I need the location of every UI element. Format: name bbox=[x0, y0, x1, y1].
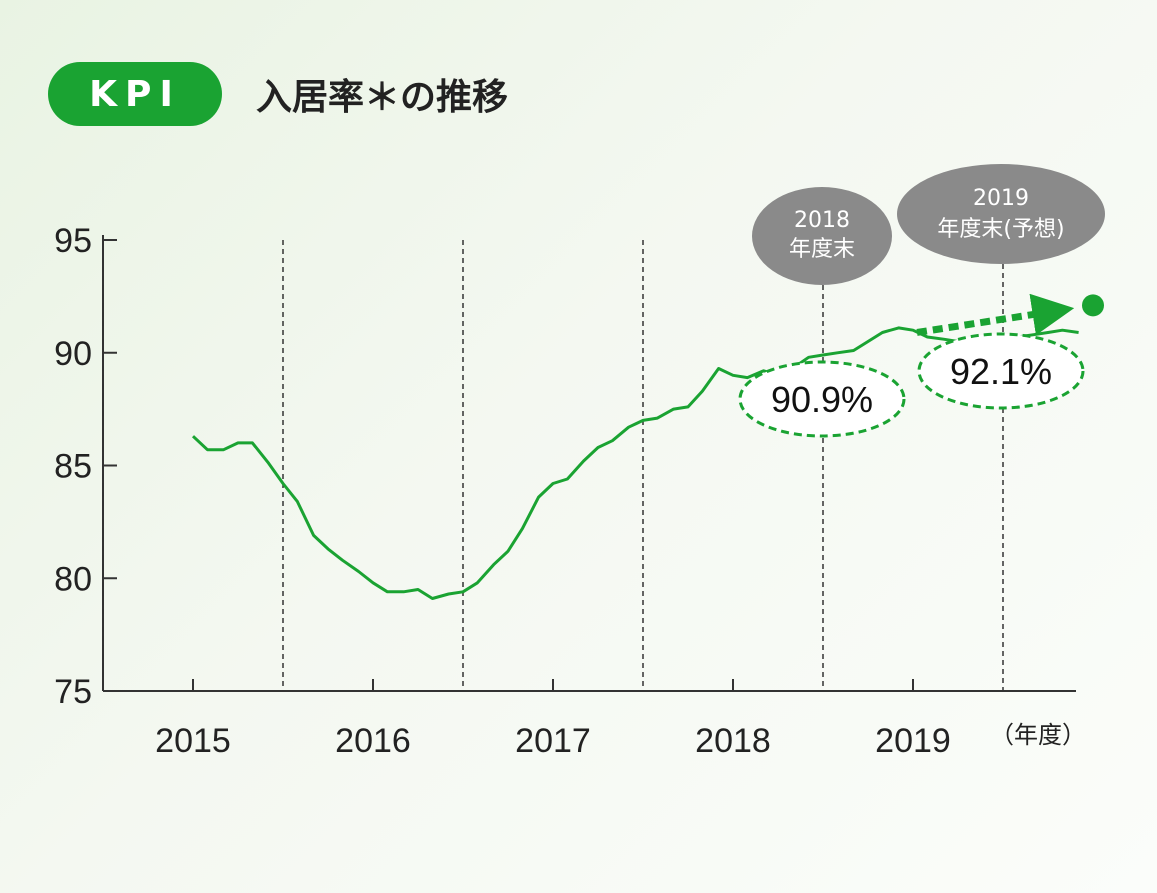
callout-2018-label: 年度末 bbox=[789, 237, 855, 262]
forecast-arrow bbox=[916, 293, 1075, 336]
y-tick-label: 75 bbox=[54, 673, 92, 711]
callout-2019: 2019 年度末(予想) bbox=[897, 164, 1105, 264]
value-label-2018: 90.9% bbox=[771, 379, 873, 420]
value-label-2019: 92.1% bbox=[950, 351, 1052, 392]
forecast-point bbox=[1082, 294, 1104, 317]
value-bubble-2019: 92.1% bbox=[917, 332, 1085, 410]
x-tick-label: 2015 bbox=[155, 722, 231, 760]
callout-2018: 2018 年度末 bbox=[752, 187, 892, 285]
x-tick-label: 2017 bbox=[515, 722, 591, 760]
x-tick-label: 2019 bbox=[875, 722, 951, 760]
occupancy-rate-line bbox=[191, 326, 1079, 600]
callout-2018-year: 2018 bbox=[794, 208, 850, 233]
kpi-badge: KPI bbox=[48, 62, 222, 126]
x-tick-label: 2016 bbox=[335, 722, 411, 760]
value-bubble-2018: 90.9% bbox=[738, 360, 906, 438]
callout-2019-year: 2019 bbox=[973, 186, 1029, 211]
callout-2019-label: 年度末(予想) bbox=[937, 217, 1064, 242]
y-tick-label: 80 bbox=[54, 560, 92, 598]
y-tick-label: 95 bbox=[54, 222, 92, 260]
x-tick-label: 2018 bbox=[695, 722, 771, 760]
x-unit-label: （年度） bbox=[990, 721, 1086, 749]
y-tick-label: 90 bbox=[54, 335, 92, 373]
y-tick-label: 85 bbox=[54, 448, 92, 486]
chart-title: 入居率＊の推移 bbox=[256, 77, 509, 118]
